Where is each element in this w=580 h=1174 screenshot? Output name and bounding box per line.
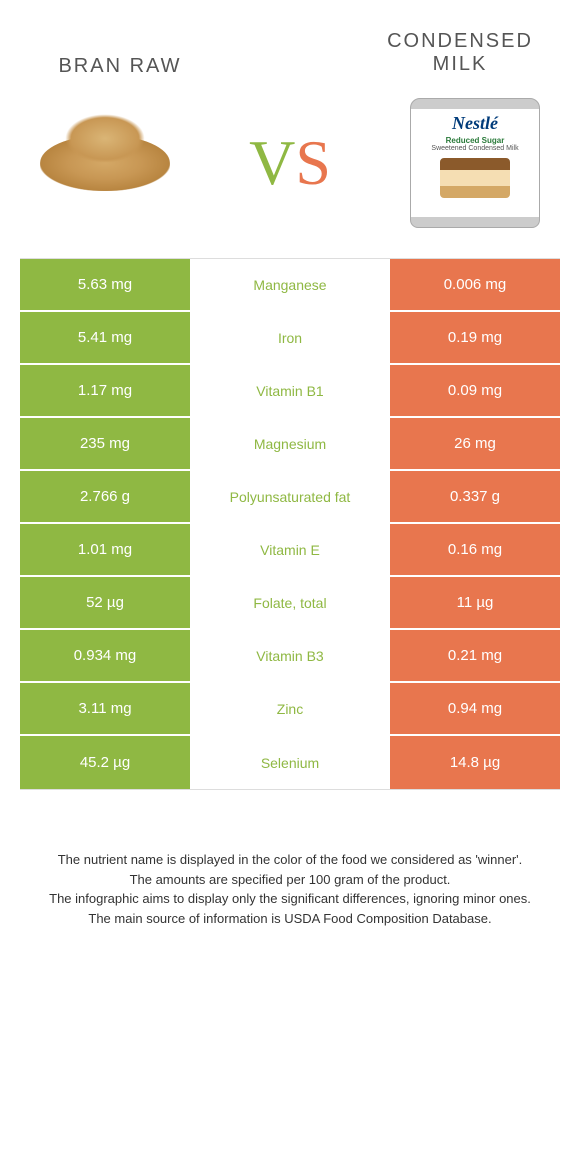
nutrient-name: Magnesium [190,418,390,469]
value-right: 0.337 g [390,471,560,522]
value-left: 1.17 mg [20,365,190,416]
vs-v: V [249,127,295,198]
value-left: 45.2 µg [20,736,190,789]
value-left: 5.63 mg [20,259,190,310]
vs-label: VS [249,126,331,200]
can-sub1: Reduced Sugar [446,136,505,145]
food-title-left: Bran raw [20,55,220,78]
nutrient-name: Selenium [190,736,390,789]
value-left: 235 mg [20,418,190,469]
value-right: 14.8 µg [390,736,560,789]
footer-line: The main source of information is USDA F… [30,909,550,929]
table-row: 5.63 mgManganese0.006 mg [20,259,560,312]
table-row: 1.17 mgVitamin B10.09 mg [20,365,560,418]
table-row: 0.934 mgVitamin B30.21 mg [20,630,560,683]
table-row: 52 µgFolate, total11 µg [20,577,560,630]
nutrient-name: Vitamin B1 [190,365,390,416]
nutrient-name: Vitamin B3 [190,630,390,681]
nutrient-name: Iron [190,312,390,363]
nutrient-name: Manganese [190,259,390,310]
value-right: 0.006 mg [390,259,560,310]
value-right: 0.21 mg [390,630,560,681]
table-row: 2.766 gPolyunsaturated fat0.337 g [20,471,560,524]
table-row: 3.11 mgZinc0.94 mg [20,683,560,736]
footer-text: The nutrient name is displayed in the co… [20,850,560,928]
vs-s: S [295,127,331,198]
header: Bran raw Condensed milk [20,30,560,78]
nutrient-name: Vitamin E [190,524,390,575]
value-right: 26 mg [390,418,560,469]
nutrient-table: 5.63 mgManganese0.006 mg5.41 mgIron0.19 … [20,258,560,790]
value-right: 0.19 mg [390,312,560,363]
table-row: 1.01 mgVitamin E0.16 mg [20,524,560,577]
images-row: VS Nestlé Reduced Sugar Sweetened Conden… [20,98,560,228]
footer-line: The amounts are specified per 100 gram o… [30,870,550,890]
table-row: 5.41 mgIron0.19 mg [20,312,560,365]
value-left: 1.01 mg [20,524,190,575]
can-sub2: Sweetened Condensed Milk [431,145,518,152]
value-right: 11 µg [390,577,560,628]
can-icon: Nestlé Reduced Sugar Sweetened Condensed… [410,98,540,228]
nutrient-name: Folate, total [190,577,390,628]
footer-line: The nutrient name is displayed in the co… [30,850,550,870]
value-left: 2.766 g [20,471,190,522]
value-left: 5.41 mg [20,312,190,363]
can-logo: Nestlé [452,113,498,134]
nutrient-name: Zinc [190,683,390,734]
footer-line: The infographic aims to display only the… [30,889,550,909]
bran-image [30,98,180,228]
milk-image: Nestlé Reduced Sugar Sweetened Condensed… [400,98,550,228]
value-left: 52 µg [20,577,190,628]
bran-pile-icon [40,135,170,191]
can-cake-icon [440,158,510,198]
table-row: 45.2 µgSelenium14.8 µg [20,736,560,789]
food-title-right: Condensed milk [360,30,560,76]
nutrient-name: Polyunsaturated fat [190,471,390,522]
value-left: 3.11 mg [20,683,190,734]
table-row: 235 mgMagnesium26 mg [20,418,560,471]
value-left: 0.934 mg [20,630,190,681]
value-right: 0.16 mg [390,524,560,575]
value-right: 0.09 mg [390,365,560,416]
value-right: 0.94 mg [390,683,560,734]
